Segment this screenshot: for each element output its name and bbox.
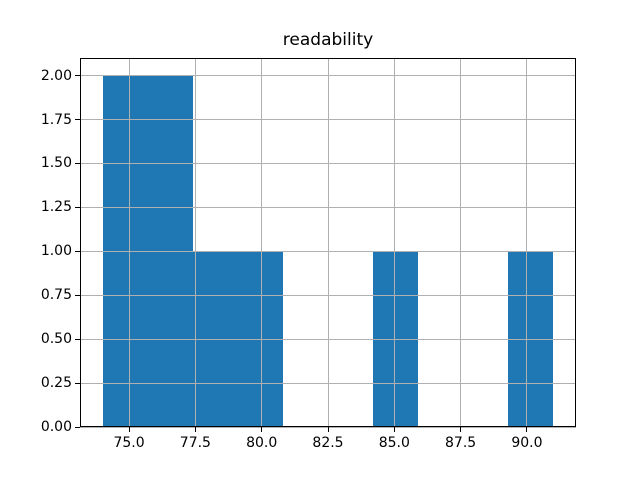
gridline-vertical: [261, 58, 263, 427]
y-tickmark: [75, 119, 80, 120]
y-tick-label: 1.25: [40, 199, 72, 216]
y-tickmark: [75, 426, 80, 428]
y-tick-label: 0.75: [40, 287, 72, 304]
y-tickmark: [75, 294, 80, 296]
gridline-horizontal: [80, 338, 576, 340]
y-tickmark: [75, 250, 80, 252]
y-tick-label: 1.50: [40, 155, 72, 172]
axes-spines: [80, 58, 576, 427]
x-tickmark: [393, 427, 395, 432]
gridline-vertical: [393, 58, 395, 427]
y-tick-label: 0.00: [40, 419, 72, 435]
gridline-vertical: [194, 58, 196, 427]
y-tick-label: 1.75: [40, 111, 72, 128]
gridline-horizontal: [80, 75, 576, 77]
y-tick-label: 2.00: [40, 67, 72, 84]
gridline-horizontal: [80, 382, 576, 384]
y-tickmark: [75, 206, 80, 208]
gridline-vertical: [327, 58, 329, 427]
x-tick-label: 85.0: [378, 435, 410, 451]
gridline-vertical: [128, 58, 130, 427]
chart-title: readability: [282, 30, 374, 50]
x-tickmark: [327, 427, 329, 432]
x-tick-label: 80.0: [246, 435, 278, 451]
y-tick-label: 0.50: [40, 331, 72, 348]
x-tickmark: [194, 427, 196, 432]
y-tick-label: 0.25: [40, 375, 72, 392]
x-tick-label: 82.5: [312, 435, 344, 451]
gridline-horizontal: [80, 119, 576, 120]
gridline-horizontal: [80, 294, 576, 296]
gridline-horizontal: [80, 250, 576, 252]
y-tickmark: [75, 162, 80, 164]
x-tick-label: 87.5: [445, 435, 477, 451]
y-tick-label: 1.00: [40, 243, 72, 260]
y-tickmark: [75, 382, 80, 384]
gridline-horizontal: [80, 162, 576, 164]
x-tickmark: [128, 427, 130, 432]
y-tickmark: [75, 338, 80, 340]
x-tick-label: 75.0: [113, 435, 145, 451]
x-tickmark: [460, 427, 462, 432]
x-tick-label: 77.5: [179, 435, 211, 451]
x-tickmark: [261, 427, 263, 432]
gridline-vertical: [526, 58, 528, 427]
gridline-vertical: [460, 58, 462, 427]
x-tickmark: [526, 427, 528, 432]
x-tick-label: 90.0: [511, 435, 543, 451]
gridline-horizontal: [80, 206, 576, 208]
y-tickmark: [75, 75, 80, 77]
